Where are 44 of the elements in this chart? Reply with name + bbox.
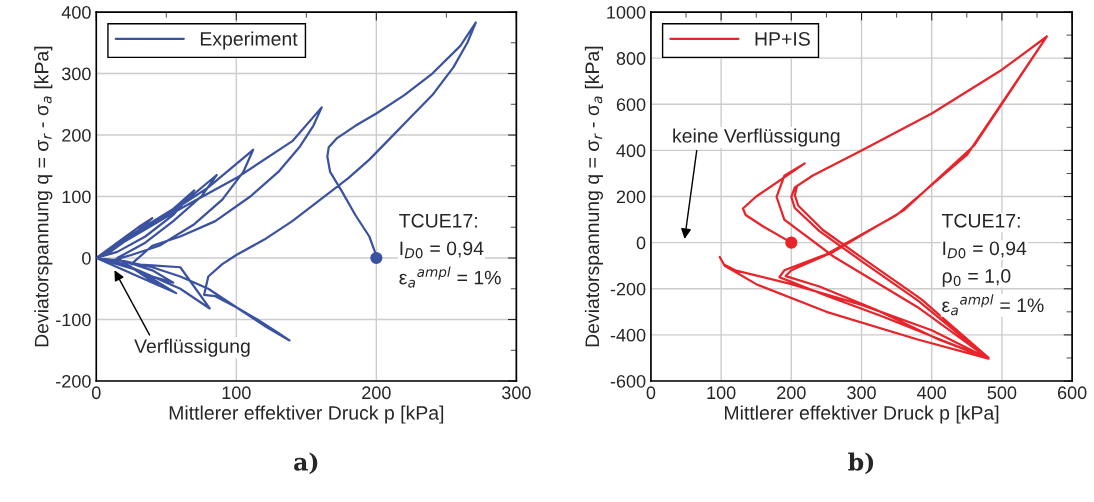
x-tick-label: 0 (646, 386, 656, 400)
y-tick-label: -200 (56, 374, 91, 388)
y-tick-label: -400 (610, 328, 646, 342)
y-tick-label: 400 (61, 5, 91, 19)
y-tick-label: -600 (610, 374, 646, 388)
y-tick-label: -200 (610, 282, 646, 296)
x-tick-label: 600 (1057, 386, 1087, 400)
annotation: ρ$_{0}$ = 1,0 (942, 269, 1011, 287)
annotation: ε$_{a}$$^{ampl}$ = 1% (942, 294, 1044, 316)
annotation: I$_{D0}$ = 0,94 (943, 241, 1027, 259)
x-axis-title: Mittlerer effektiver Druck p [kPa] (724, 405, 999, 424)
y-tick-label: 200 (616, 190, 646, 204)
annotation: TCUE17: (399, 213, 477, 228)
x-tick-label: 100 (707, 386, 736, 400)
x-tick-label: 200 (362, 386, 391, 400)
y-tick-label: 0 (82, 251, 91, 265)
x-tick-label: 0 (91, 386, 101, 400)
annotation: I$_{D0}$ = 0,94 (400, 241, 484, 259)
y-tick-label: 400 (616, 144, 646, 158)
y-tick-label: 800 (616, 52, 646, 65)
x-tick-label: 500 (987, 386, 1017, 400)
legend-label: Experiment (200, 31, 298, 50)
x-tick-label: 100 (222, 386, 251, 400)
y-tick-label: -100 (56, 313, 91, 327)
annotation: keine Verflüssigung (673, 128, 840, 147)
text: a) (294, 452, 318, 475)
legend-label: HP+IS (755, 32, 810, 46)
annotation: ε$_{a}$$^{ampl}$ = 1% (399, 266, 501, 288)
y-tick-label: 200 (62, 128, 91, 142)
x-tick-label: 200 (777, 386, 806, 400)
y-tick-label: 100 (62, 190, 91, 204)
x-axis-title: Mittlerer effektiver Druck p [kPa] (169, 405, 444, 424)
y-axis-title: Deviatorspannung q = σ$_{r}$ - σ$_{a}$ [kPa] (584, 46, 603, 347)
y-tick-label: 1000 (607, 5, 646, 19)
annotation: TCUE17: (941, 213, 1020, 228)
x-tick-label: 300 (502, 386, 531, 400)
y-tick-label: 0 (636, 236, 646, 250)
x-tick-label: 400 (917, 386, 947, 400)
y-tick-label: 600 (616, 98, 646, 112)
y-axis-title: Deviatorspannung q = σ$_{r}$ - σ$_{a}$ [kPa] (34, 46, 53, 347)
y-tick-label: 300 (61, 67, 91, 81)
text: b) (848, 452, 874, 475)
x-tick-label: 300 (847, 386, 876, 400)
annotation: Verflüssigung (134, 338, 250, 357)
